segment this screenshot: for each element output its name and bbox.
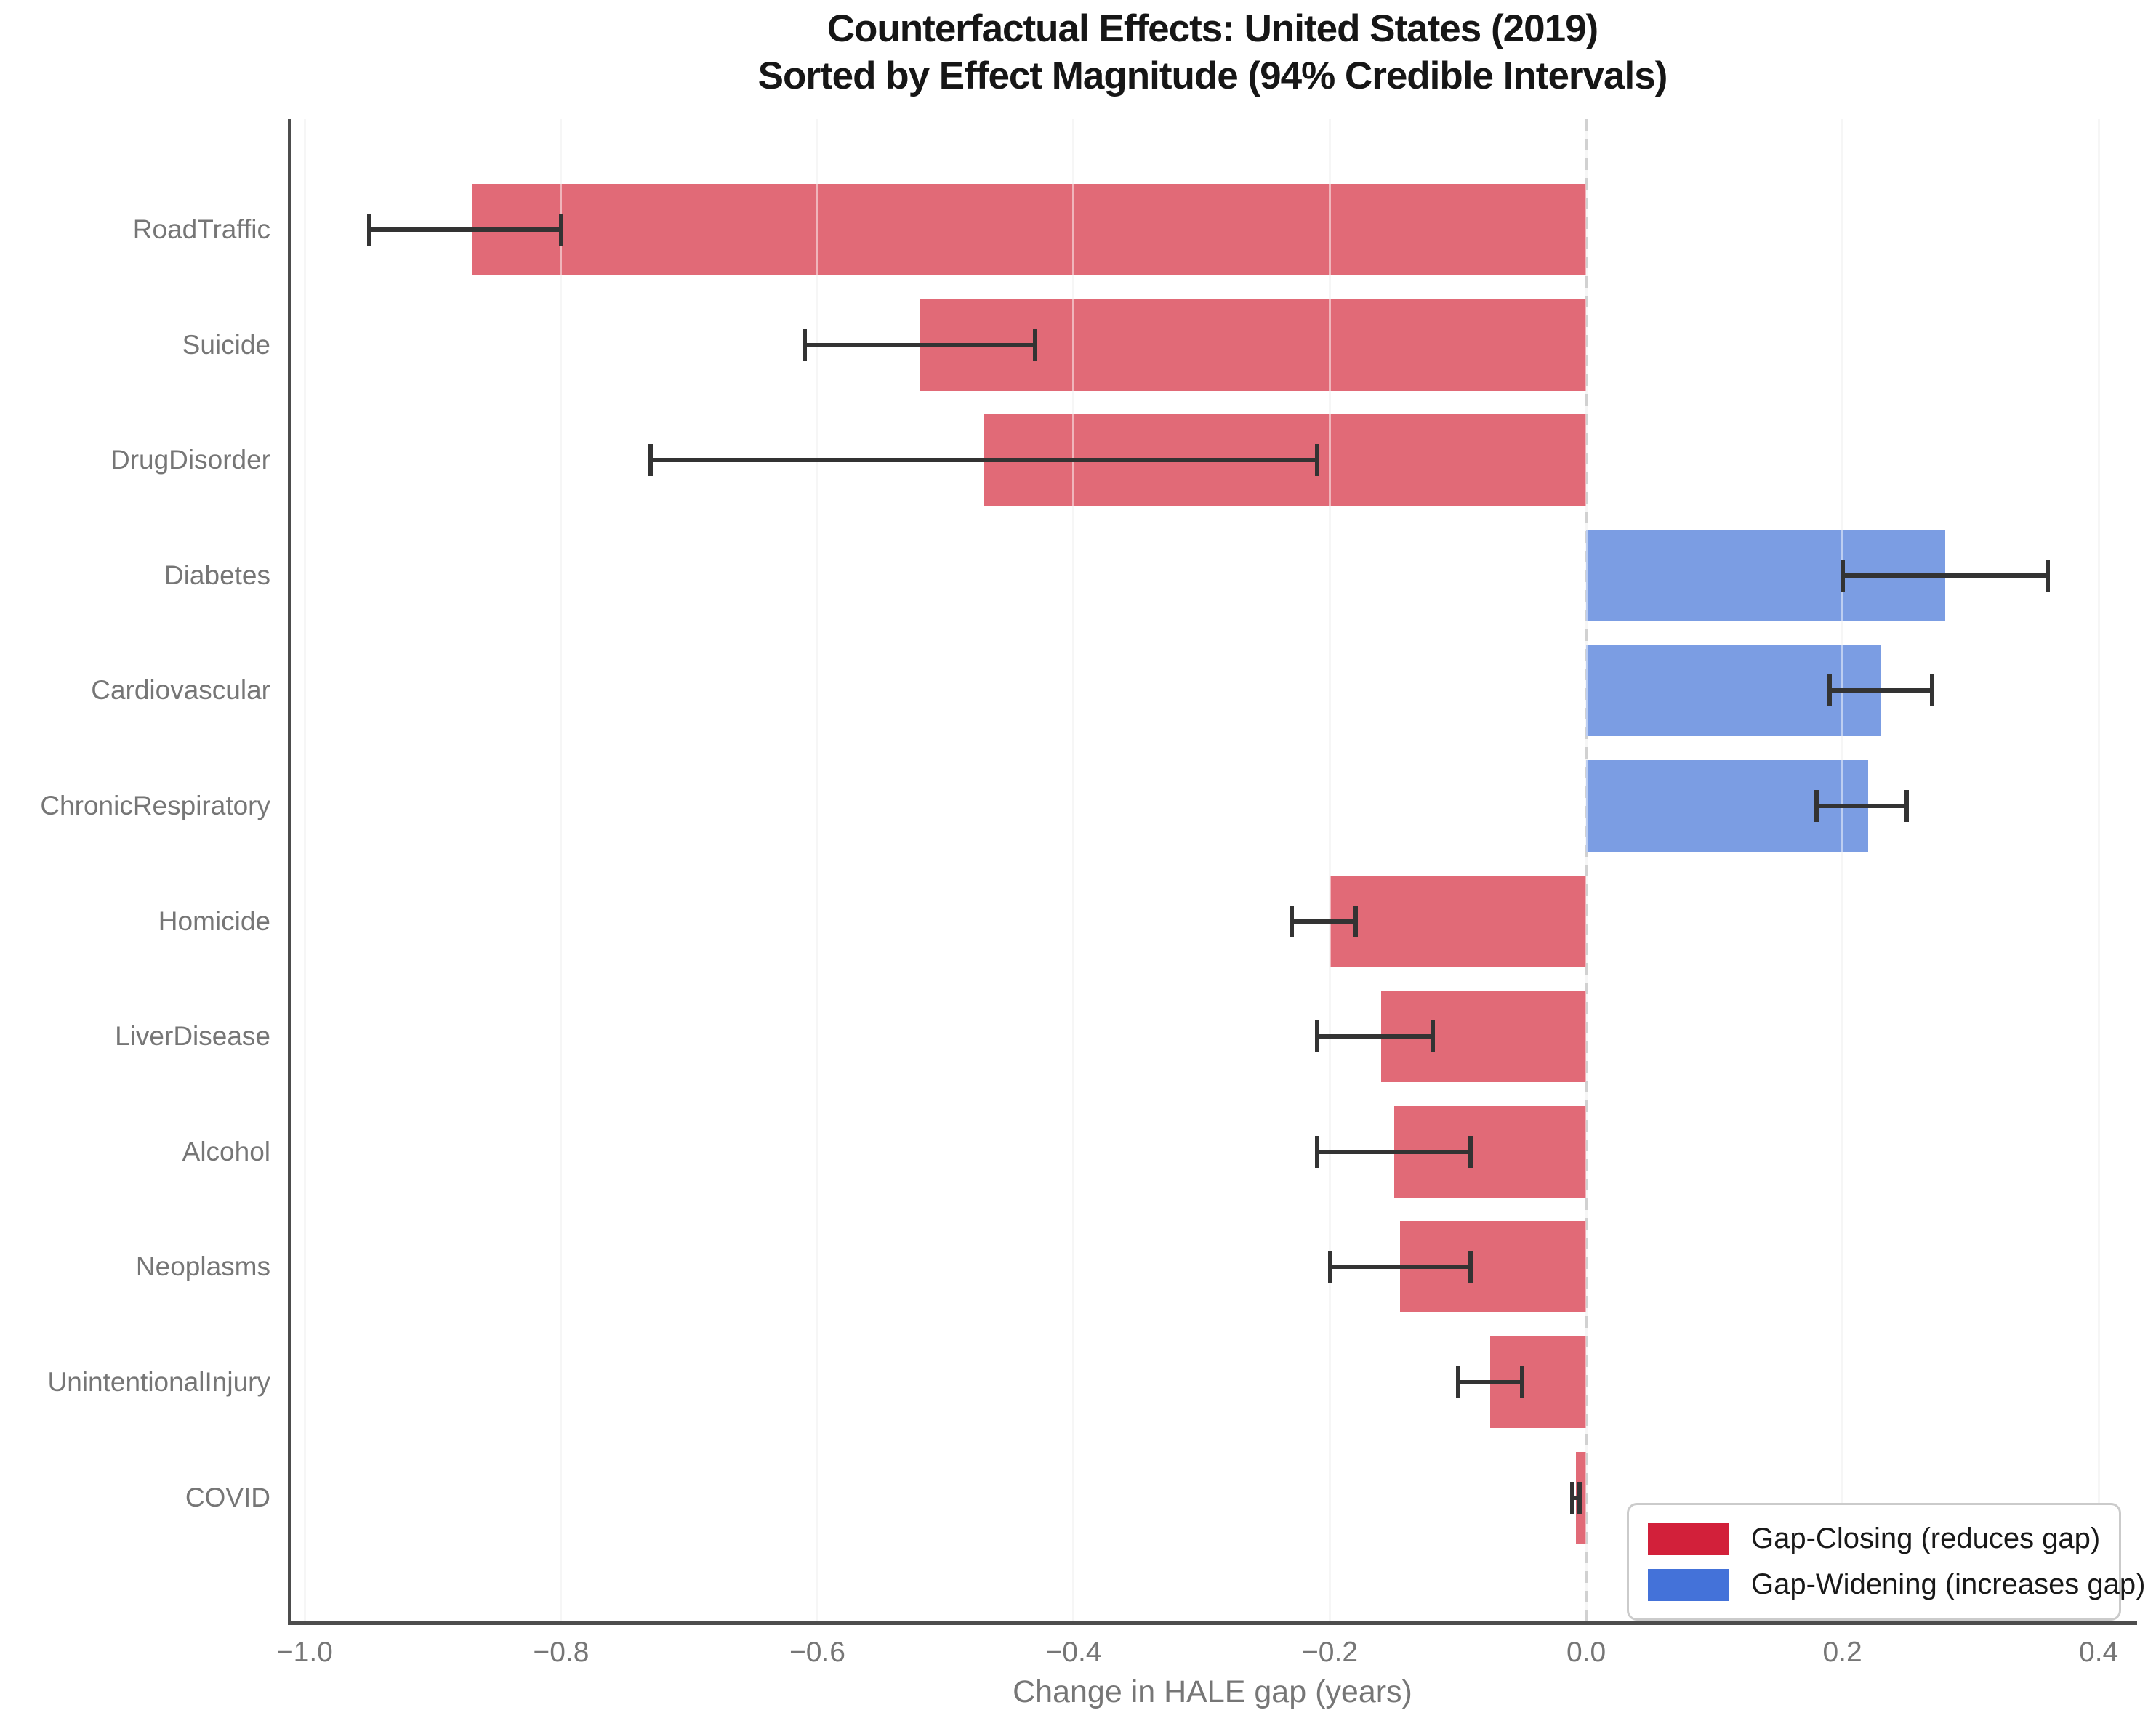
gridline-overlay [1329,119,1332,1621]
y-label-RoadTraffic: RoadTraffic [132,214,270,244]
error-bar-Alcohol [1316,1149,1471,1154]
y-label-ChronicRespiratory: ChronicRespiratory [40,791,270,820]
error-cap-low [1455,1366,1460,1398]
legend-item-gap-closing: Gap-Closing (reduces gap) [1648,1523,2100,1555]
error-cap-low [1814,790,1819,822]
y-label-LiverDisease: LiverDisease [115,1021,270,1052]
gridline-overlay [560,119,563,1621]
x-tick-−0.6: −0.6 [789,1637,845,1668]
y-label-Homicide: Homicide [158,906,270,936]
error-cap-low [1314,1135,1319,1168]
y-label-COVID: COVID [185,1482,270,1512]
error-cap-low [1327,1251,1332,1283]
error-cap-high [1033,328,1038,361]
bar-RoadTraffic [471,184,1587,275]
y-label-UnintentionalInjury: UnintentionalInjury [47,1367,270,1397]
error-cap-low [648,444,653,477]
error-cap-low [1569,1481,1574,1514]
error-cap-low [1840,559,1845,592]
error-bar-DrugDisorder [651,458,1317,463]
error-cap-high [1929,674,1934,707]
error-cap-high [1468,1135,1473,1168]
gridline-overlay [1585,119,1588,1621]
legend-label-gap-closing: Gap-Closing (reduces gap) [1751,1523,2101,1554]
legend-swatch-gap-widening-icon [1648,1568,1729,1601]
chart-title: Counterfactual Effects: United States (2… [288,6,2137,100]
y-label-Alcohol: Alcohol [182,1136,270,1166]
error-bar-COVID [1572,1495,1580,1500]
error-cap-high [1904,790,1909,822]
gridline-overlay [816,119,818,1621]
x-tick-0.2: 0.2 [1822,1637,1862,1668]
error-cap-low [802,328,807,361]
x-tick-−0.4: −0.4 [1045,1637,1102,1668]
error-bar-RoadTraffic [369,227,561,232]
error-bar-ChronicRespiratory [1817,804,1907,808]
y-label-DrugDisorder: DrugDisorder [110,445,270,475]
error-bar-Homicide [1291,919,1356,924]
chart-title-line2: Sorted by Effect Magnitude (94% Credible… [757,54,1668,97]
bar-Homicide [1330,875,1587,967]
error-cap-low [1289,905,1294,937]
legend-item-gap-widening: Gap-Widening (increases gap) [1648,1568,2145,1601]
plot-area [288,119,2137,1625]
y-label-Diabetes: Diabetes [164,560,270,590]
gridline-overlay [303,119,306,1621]
x-axis-title: Change in HALE gap (years) [1013,1674,1412,1709]
error-cap-high [1519,1366,1524,1398]
error-bar-LiverDisease [1316,1034,1433,1039]
x-tick-−0.2: −0.2 [1302,1637,1359,1668]
gridline-overlay [2097,119,2100,1621]
error-cap-high [1314,444,1319,477]
chart-title-line1: Counterfactual Effects: United States (2… [826,7,1598,50]
legend-label-gap-widening: Gap-Widening (increases gap) [1751,1568,2146,1600]
error-bar-Diabetes [1842,573,2048,578]
error-cap-low [366,214,371,246]
x-tick-0.4: 0.4 [2079,1637,2119,1668]
error-cap-high [2045,559,2050,592]
x-tick-−0.8: −0.8 [533,1637,590,1668]
error-bar-Suicide [804,342,1036,347]
x-tick-−1.0: −1.0 [276,1637,333,1668]
error-cap-high [558,214,563,246]
error-bar-Neoplasms [1330,1265,1471,1270]
legend: Gap-Closing (reduces gap) Gap-Widening (… [1627,1503,2145,1621]
error-cap-high [1468,1251,1473,1283]
error-cap-low [1827,674,1832,707]
x-tick-0.0: 0.0 [1566,1637,1606,1668]
error-cap-high [1430,1020,1435,1053]
gridline-overlay [1841,119,1844,1621]
gridline-overlay [1072,119,1075,1621]
error-bar-Cardiovascular [1829,688,1932,693]
error-cap-high [1577,1481,1582,1514]
y-label-Suicide: Suicide [182,329,270,360]
error-cap-high [1353,905,1358,937]
error-bar-UnintentionalInjury [1457,1380,1522,1384]
error-cap-low [1314,1020,1319,1053]
legend-swatch-gap-closing-icon [1648,1523,1729,1555]
y-label-Cardiovascular: Cardiovascular [91,675,270,706]
y-label-Neoplasms: Neoplasms [135,1251,270,1282]
